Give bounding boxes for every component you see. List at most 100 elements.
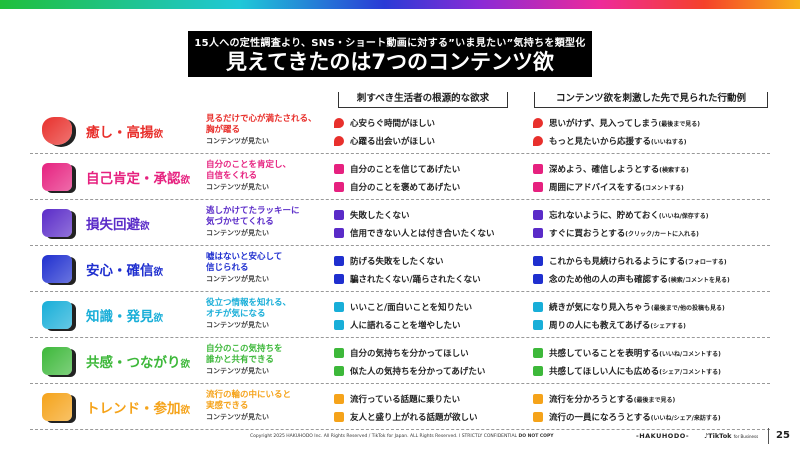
action-item: 思いがけず、見入ってしまう (最後まで見る) [533, 117, 700, 129]
caption: コンテンツが見たい [206, 229, 269, 237]
description-line: 役立つ情報を知れる、 [206, 298, 292, 308]
title-box: 15人への定性調査より、SNS・ショート動画に対する”いま見たい”気持ちを類型化… [188, 31, 592, 77]
item-text: 人に語れることを増やしたい [350, 321, 461, 331]
action-item: 共感してほしい人にも広める (シェア/コメントする) [533, 365, 721, 377]
caption: コンテンツが見たい [206, 183, 269, 191]
row-4: 安心・確信欲 嘘はないと安心して 信じられる コンテンツが見たい [30, 246, 770, 292]
category-description: 自分のことを肯定し、 自信をくれる コンテンツが見たい [206, 160, 291, 193]
item-text: 続きが気になり見入ちゃう [549, 303, 652, 313]
column-header-needs: 刺すべき生活者の根源的な欲求 [338, 92, 508, 108]
pinwheel-icon [334, 228, 344, 238]
need-item: 自分の気持ちを分かってほしい [334, 347, 469, 359]
tiktok-logo-text: TikTok [708, 432, 732, 440]
double-chevron-icon [533, 366, 543, 376]
caption: コンテンツが見たい [206, 321, 269, 329]
need-item: 騙されたくない/踊らされたくない [334, 273, 481, 285]
item-note: (最後まで見る) [633, 396, 676, 404]
action-item: 忘れないように、貯めておく (いいね/保存する) [533, 209, 709, 221]
hakuhodo-logo: -HAKUHODO- [636, 432, 690, 440]
need-item: 自分のことを信じてあげたい [334, 163, 460, 175]
item-text: 流行を分かろうとする [549, 395, 634, 405]
suffix: 欲 [180, 175, 191, 186]
item-text: 忘れないように、貯めておく [549, 211, 659, 221]
heart-icon [533, 118, 543, 128]
item-text: 心躍る出会いがほしい [350, 137, 436, 147]
tiktok-logo-sub: for Business [733, 434, 759, 439]
category-label: 損失回避 [86, 217, 140, 233]
suffix: 欲 [140, 221, 150, 232]
description-line: 信じられる [206, 263, 249, 273]
category-label: 安心・確信 [86, 263, 154, 279]
starburst-icon [42, 163, 72, 191]
page-number: 25 [776, 430, 790, 441]
need-item: 人に語れることを増やしたい [334, 319, 461, 331]
item-text: 念のため他の人の声も確認する [549, 275, 669, 285]
heart-icon [533, 136, 543, 146]
item-text: 失敗したくない [350, 211, 410, 221]
item-note: (いいね/保存する) [658, 212, 709, 220]
need-item: いいこと/面白いことを知りたい [334, 301, 472, 313]
description-line: 見るだけで心が満たされる、 [206, 114, 317, 124]
column-header-actions: コンテンツ欲を刺激した先で見られた行動例 [534, 92, 768, 108]
item-text: 信用できない人とは付き合いたくない [350, 229, 495, 239]
item-text: 流行っている話題に乗りたい [350, 395, 461, 405]
category-description: 流行の輪の中にいると 実感できる コンテンツが見たい [206, 390, 291, 423]
rainbow-bar [0, 0, 800, 9]
suffix: 欲 [180, 359, 191, 370]
double-chevron-icon [42, 347, 72, 375]
action-item: 念のため他の人の声も確認する (検索/コメントを見る) [533, 273, 730, 285]
item-note: (検索する) [659, 166, 689, 174]
pinwheel-icon [533, 228, 543, 238]
category-name: 知識・発見欲 [86, 305, 163, 325]
action-item: すぐに買おうとする (クリック/カートに入れる) [533, 227, 699, 239]
page-title: 見えてきたのは7つのコンテンツ欲 [226, 50, 554, 74]
need-item: 心安らぐ時間がほしい [334, 117, 435, 129]
asterisk-icon [42, 301, 72, 329]
page-subtitle: 15人への定性調査より、SNS・ショート動画に対する”いま見たい”気持ちを類型化 [194, 38, 586, 49]
flower-icon [334, 412, 344, 422]
item-text: 自分のことを褒めてあげたい [350, 183, 461, 193]
tiktok-logo: ♪TikTok for Business [704, 432, 759, 440]
description-line: 実感できる [206, 401, 249, 411]
need-item: 防げる失敗をしたくない [334, 255, 444, 267]
flower-icon [533, 394, 543, 404]
description-line: 逃しかけてたラッキーに [206, 206, 300, 216]
badge-icon [533, 256, 543, 266]
badge-icon [42, 255, 72, 283]
category-name: 癒し・高揚欲 [86, 121, 163, 141]
item-note: (最後まで/他の投稿も見る) [651, 304, 725, 312]
action-item: 流行の一員になろうとする (いいね/シェア/来訪する) [533, 411, 721, 423]
item-note: (クリック/カートに入れる) [625, 230, 699, 238]
starburst-icon [334, 182, 344, 192]
category-description: 見るだけで心が満たされる、 胸が躍る コンテンツが見たい [206, 114, 317, 147]
double-chevron-icon [533, 348, 543, 358]
item-note: (いいね/コメントする) [659, 350, 721, 358]
item-text: これからも見続けられるようにする [549, 257, 686, 267]
description-line: 自分のこの気持ちを [206, 344, 283, 354]
item-note: (最後まで見る) [658, 120, 700, 128]
starburst-icon [334, 164, 344, 174]
caption: コンテンツが見たい [206, 413, 269, 421]
need-item: 心躍る出会いがほしい [334, 135, 435, 147]
category-name: 安心・確信欲 [86, 259, 163, 279]
item-text: 周囲にアドバイスをする [549, 183, 643, 193]
item-note: (コメントする) [642, 184, 684, 192]
pinwheel-icon [334, 210, 344, 220]
suffix: 欲 [153, 267, 164, 278]
category-description: 役立つ情報を知れる、 オチが気になる コンテンツが見たい [206, 298, 291, 331]
description-line: 気づかせてくれる [206, 217, 274, 227]
starburst-icon [533, 182, 543, 192]
item-text: もっと見たいから応援する [549, 137, 652, 147]
starburst-icon [533, 164, 543, 174]
category-name: 損失回避欲 [86, 213, 150, 233]
category-label: 知識・発見 [86, 309, 154, 325]
suffix: 欲 [153, 129, 164, 140]
category-label: 癒し・高揚 [86, 125, 154, 141]
double-chevron-icon [334, 366, 344, 376]
caption: コンテンツが見たい [206, 137, 269, 145]
item-text: 自分のことを信じてあげたい [350, 165, 461, 175]
action-item: これからも見続けられるようにする (フォローする) [533, 255, 727, 267]
suffix: 欲 [180, 405, 191, 416]
item-note: (シェア/コメントする) [659, 368, 721, 376]
need-item: 似た人の気持ちを分かってあげたい [334, 365, 485, 377]
